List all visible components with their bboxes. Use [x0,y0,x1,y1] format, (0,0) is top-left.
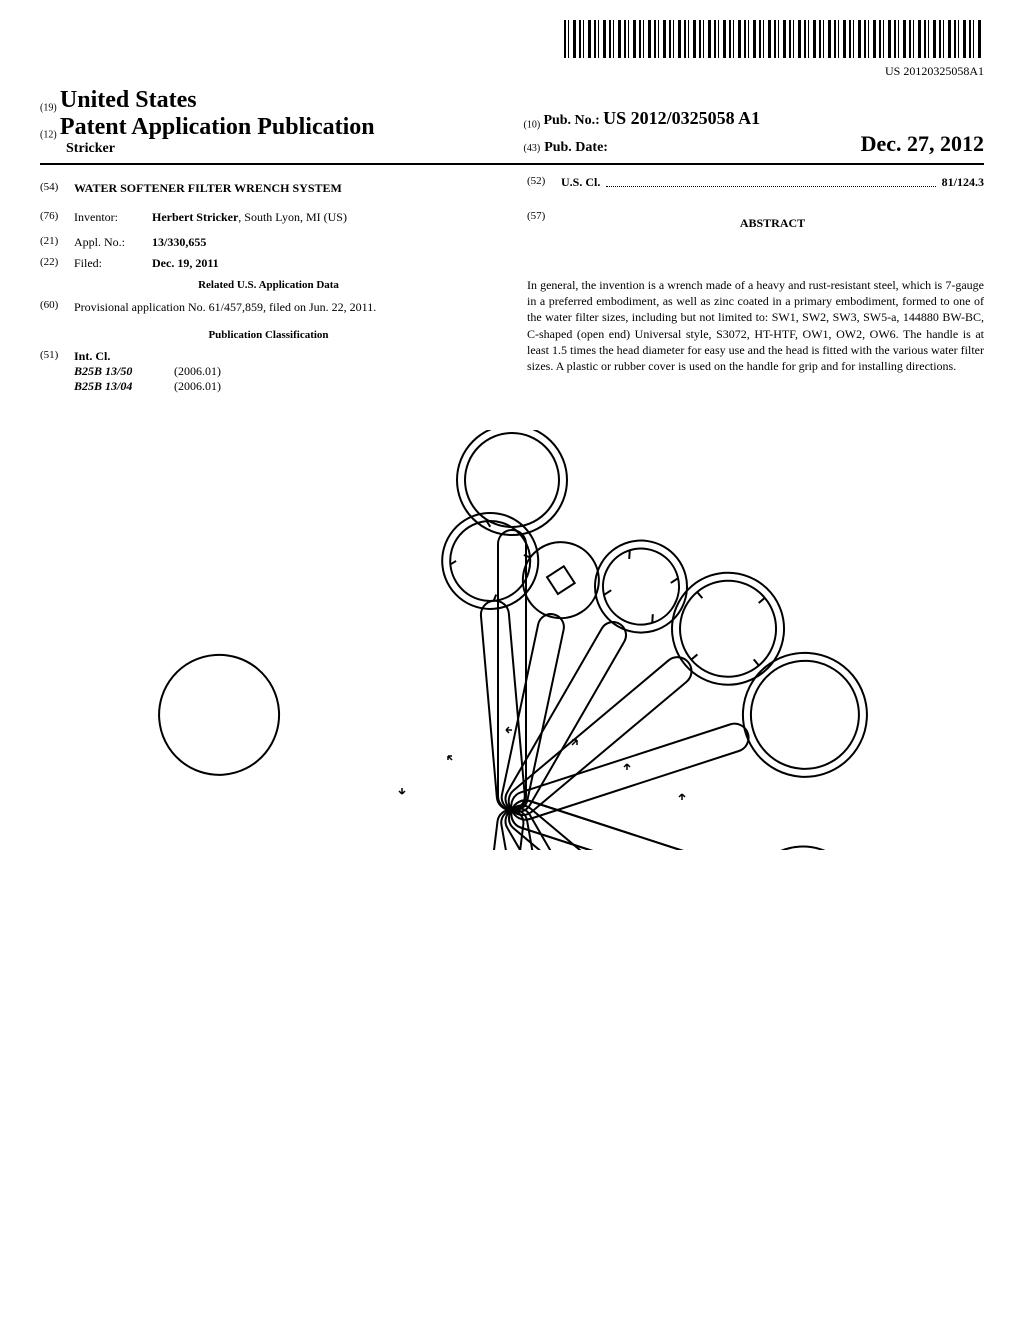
f52-num: (52) [527,175,561,190]
f22-num: (22) [40,256,74,271]
inventor-loc: , South Lyon, MI (US) [238,210,347,224]
intcl-year-0: (2006.01) [174,364,221,379]
f57-num: (57) [527,210,561,247]
invention-title: WATER SOFTENER FILTER WRENCH SYSTEM [74,181,342,196]
patent-figure [40,430,984,854]
intcl-code-1: B25B 13/04 [74,379,174,394]
pub-no: US 2012/0325058 A1 [603,108,760,128]
f76-label: Inventor: [74,210,152,225]
intcl-year-1: (2006.01) [174,379,221,394]
inventor-surname: Stricker [40,141,524,157]
pub-date: Dec. 27, 2012 [861,131,984,157]
right-column: (52) U.S. Cl. 81/124.3 (57) ABSTRACT In … [527,175,984,400]
biblio-columns: (54) WATER SOFTENER FILTER WRENCH SYSTEM… [40,175,984,400]
int-cl-label: Int. Cl. [74,349,497,364]
pub-date-label: Pub. Date: [540,140,608,156]
barcode-graphic [564,20,984,58]
f51-num: (51) [40,349,74,361]
uscl-val: 81/124.3 [942,175,984,190]
country-title: United States [60,87,197,113]
pub-no-label: Pub. No.: [543,113,599,128]
related-data-heading: Related U.S. Application Data [40,279,497,291]
provisional-text: Provisional application No. 61/457,859, … [74,299,497,315]
header-block: (19) United States (12) Patent Applicati… [40,87,984,165]
appl-no: 13/330,655 [152,235,497,250]
abstract-text: In general, the invention is a wrench ma… [527,277,984,374]
doc-type-title: Patent Application Publication [60,114,375,140]
inventor-name: Herbert Stricker [152,210,238,224]
f54-num: (54) [40,181,74,196]
f22-label: Filed: [74,256,152,271]
ref19: (19) [40,103,57,114]
uscl-label: U.S. Cl. [561,175,600,190]
f21-num: (21) [40,235,74,250]
ref43: (43) [524,143,541,154]
abstract-heading: ABSTRACT [561,216,984,231]
dotted-leader [606,175,935,187]
ref12: (12) [40,130,57,141]
f21-label: Appl. No.: [74,235,152,250]
f60-num: (60) [40,299,74,315]
intcl-code-0: B25B 13/50 [74,364,174,379]
ref10: (10) [524,120,541,131]
pub-class-heading: Publication Classification [40,329,497,341]
f76-num: (76) [40,210,74,225]
left-column: (54) WATER SOFTENER FILTER WRENCH SYSTEM… [40,175,497,400]
barcode-number: US 20120325058A1 [40,64,984,79]
wrench-fan-svg [152,430,872,850]
barcode-area: US 20120325058A1 [40,20,984,79]
filed-date: Dec. 19, 2011 [152,256,497,271]
